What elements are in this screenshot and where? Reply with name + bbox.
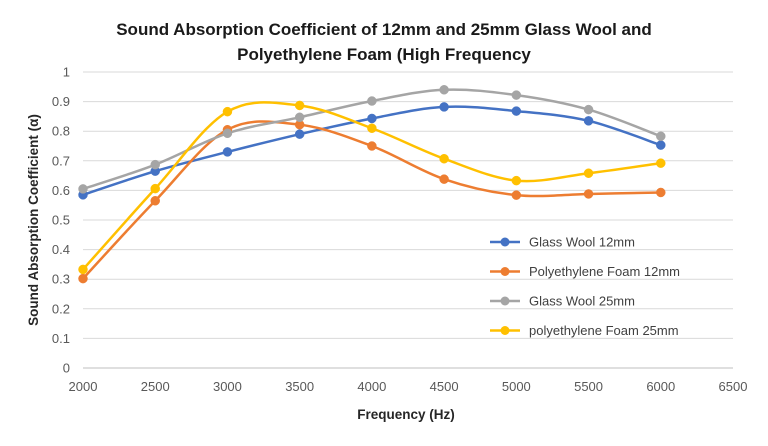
legend-marker <box>500 326 510 335</box>
data-point <box>150 196 160 206</box>
legend-label: polyethylene Foam 25mm <box>529 323 679 338</box>
x-tick-label: 3000 <box>213 379 242 394</box>
x-tick-label: 2000 <box>69 379 98 394</box>
x-tick-label: 4000 <box>357 379 386 394</box>
data-point <box>656 158 666 168</box>
data-point <box>511 175 522 186</box>
y-tick-label: 0.4 <box>52 242 70 257</box>
x-tick-label: 5500 <box>574 379 603 394</box>
data-point <box>294 100 305 111</box>
y-tick-label: 0.5 <box>52 213 70 228</box>
chart-title-line-1: Sound Absorption Coefficient of 12mm and… <box>116 20 652 39</box>
y-tick-label: 1 <box>63 65 70 80</box>
data-point <box>150 183 160 194</box>
x-tick-label: 2500 <box>141 379 170 394</box>
chart-title-line-2: Polyethylene Foam (High Frequency <box>237 45 531 64</box>
series-markers <box>78 85 666 284</box>
data-point <box>367 123 377 133</box>
y-axis-ticks: 0 0.1 0.2 0.3 0.4 0.5 0.6 0.7 0.8 0.9 1 <box>52 65 70 376</box>
y-tick-label: 0.3 <box>52 272 70 287</box>
data-point <box>78 184 88 194</box>
data-point <box>439 85 449 95</box>
x-tick-label: 6000 <box>646 379 675 394</box>
data-point <box>222 128 233 139</box>
y-tick-label: 0.6 <box>52 183 70 198</box>
data-point <box>78 264 88 275</box>
y-axis-title: Sound Absorption Coefficient (α) <box>26 114 41 326</box>
legend: Glass Wool 12mm Polyethylene Foam 12mm Gla… <box>490 235 680 338</box>
data-point <box>656 140 666 150</box>
legend-label: Glass Wool 25mm <box>529 294 635 309</box>
y-tick-label: 0.1 <box>52 331 70 346</box>
x-tick-label: 3500 <box>285 379 314 394</box>
data-point <box>656 131 666 141</box>
data-point <box>367 96 377 106</box>
series-line-2 <box>81 120 663 280</box>
data-point <box>511 106 522 116</box>
data-point <box>511 190 522 200</box>
y-tick-label: 0.8 <box>52 124 70 139</box>
data-point <box>294 112 305 123</box>
x-axis-ticks: 2000 2500 3000 3500 4000 4500 5000 5500 6000 6500 <box>69 379 748 394</box>
x-tick-label: 6500 <box>719 379 748 394</box>
legend-label: Polyethylene Foam 12mm <box>529 264 680 279</box>
data-point <box>583 104 594 115</box>
y-tick-label: 0.2 <box>52 301 70 316</box>
legend-label: Glass Wool 12mm <box>529 235 635 250</box>
legend-marker <box>500 296 510 306</box>
data-point <box>656 187 666 198</box>
data-point <box>222 147 233 157</box>
y-tick-label: 0.9 <box>52 94 70 109</box>
y-tick-label: 0.7 <box>52 153 70 168</box>
data-point <box>583 116 594 126</box>
data-point <box>367 113 377 124</box>
data-point <box>294 129 305 139</box>
legend-marker <box>500 237 510 247</box>
series-line-4 <box>81 101 663 271</box>
legend-marker <box>500 267 510 276</box>
data-point <box>583 168 594 178</box>
data-point <box>439 102 449 112</box>
y-tick-label: 0 <box>63 361 70 376</box>
data-point <box>222 106 233 117</box>
data-point <box>583 189 594 199</box>
data-point <box>439 174 449 184</box>
data-point <box>78 273 88 284</box>
data-point <box>367 141 377 151</box>
x-axis-title: Frequency (Hz) <box>357 407 455 422</box>
data-point <box>150 159 160 170</box>
data-point <box>439 153 449 164</box>
x-tick-label: 4500 <box>430 379 459 394</box>
data-point <box>511 90 522 100</box>
x-tick-label: 5000 <box>502 379 531 394</box>
